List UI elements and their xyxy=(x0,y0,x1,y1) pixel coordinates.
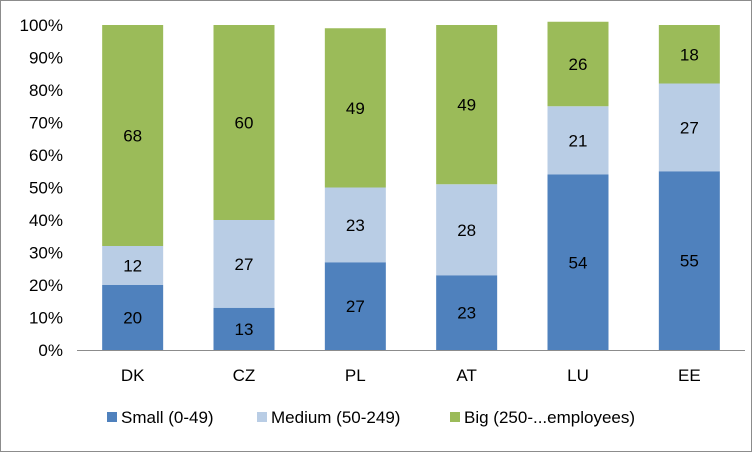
bar-segment-ee-0 xyxy=(658,171,720,350)
x-tick-label: DK xyxy=(121,366,145,385)
x-tick-label: LU xyxy=(567,366,589,385)
y-tick-label: 20% xyxy=(29,276,63,295)
data-label: 49 xyxy=(457,96,476,115)
bar-segment-ee-1 xyxy=(658,83,720,172)
bar-segment-dk-0 xyxy=(102,285,164,350)
bar-segment-at-0 xyxy=(436,275,498,350)
data-label: 26 xyxy=(569,55,588,74)
y-axis-labels: 0% 10% 20% 30% 40% 50% 60% 70% 80% 90% 100% xyxy=(20,16,63,360)
bar-segment-at-2 xyxy=(436,25,498,185)
data-label: 21 xyxy=(569,131,588,150)
bar-segment-pl-0 xyxy=(324,262,386,350)
bar-segment-lu-2 xyxy=(547,21,609,107)
y-tick-label: 80% xyxy=(29,81,63,100)
data-label: 54 xyxy=(569,253,588,272)
data-label: 27 xyxy=(346,297,365,316)
bar-segment-pl-2 xyxy=(324,28,386,188)
y-tick-label: 90% xyxy=(29,49,63,68)
y-tick-label: 100% xyxy=(20,16,63,35)
y-tick-label: 50% xyxy=(29,179,63,198)
data-label: 13 xyxy=(235,320,254,339)
y-tick-label: 10% xyxy=(29,309,63,328)
y-tick-label: 0% xyxy=(38,341,63,360)
data-label: 20 xyxy=(123,309,142,328)
legend-label: Medium (50-249) xyxy=(271,408,400,427)
legend-swatch xyxy=(450,412,460,422)
bar-segment-lu-0 xyxy=(547,174,609,350)
data-label: 27 xyxy=(680,118,699,137)
data-label: 27 xyxy=(235,255,254,274)
bars: 20 12 68 13 27 60 27 23 49 23 28 49 54 21 26 55 27 18 xyxy=(102,21,720,350)
x-tick-label: EE xyxy=(678,366,701,385)
data-label: 18 xyxy=(680,45,699,64)
bar-segment-ee-2 xyxy=(658,25,720,84)
x-tick-label: PL xyxy=(345,366,366,385)
data-label: 23 xyxy=(346,216,365,235)
legend-swatch xyxy=(107,412,117,422)
bar-segment-at-1 xyxy=(436,184,498,276)
data-label: 28 xyxy=(457,221,476,240)
data-label: 68 xyxy=(123,127,142,146)
legend: Small (0-49) Medium (50-249) Big (250-...e… xyxy=(107,408,635,427)
y-tick-label: 60% xyxy=(29,146,63,165)
data-label: 60 xyxy=(235,114,254,133)
bar-segment-dk-1 xyxy=(102,246,164,285)
x-tick-label: AT xyxy=(456,366,476,385)
legend-label: Big (250-...employees) xyxy=(464,408,635,427)
bar-segment-pl-1 xyxy=(324,187,386,263)
data-label: 23 xyxy=(457,304,476,323)
x-tick-label: CZ xyxy=(233,366,256,385)
legend-swatch xyxy=(257,412,267,422)
legend-label: Small (0-49) xyxy=(121,408,214,427)
bar-segment-cz-0 xyxy=(213,307,275,350)
bar-segment-dk-2 xyxy=(102,25,164,246)
x-axis-labels: DK CZ PL AT LU EE xyxy=(121,366,701,385)
bar-segment-cz-1 xyxy=(213,220,275,308)
y-tick-label: 40% xyxy=(29,211,63,230)
y-tick-label: 30% xyxy=(29,244,63,263)
bar-segment-lu-1 xyxy=(547,106,609,175)
bar-segment-cz-2 xyxy=(213,25,275,220)
y-tick-label: 70% xyxy=(29,114,63,133)
data-label: 12 xyxy=(123,257,142,276)
data-label: 49 xyxy=(346,99,365,118)
data-label: 55 xyxy=(680,252,699,271)
